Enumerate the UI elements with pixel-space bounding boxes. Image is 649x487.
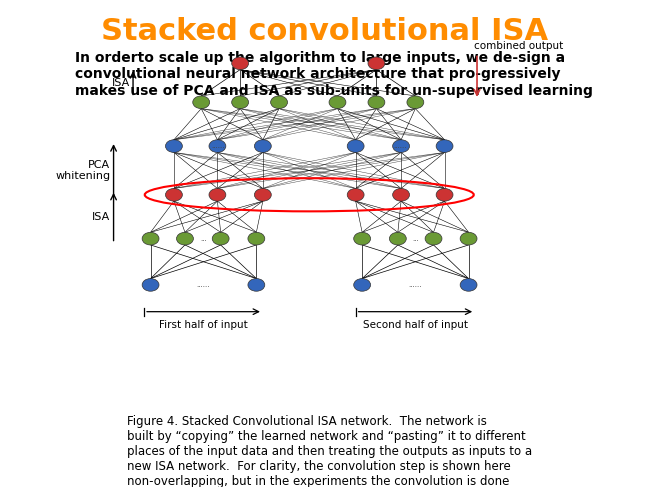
Circle shape <box>165 140 182 152</box>
Circle shape <box>460 279 477 291</box>
Circle shape <box>165 188 182 201</box>
Circle shape <box>254 188 271 201</box>
Circle shape <box>193 96 210 109</box>
Circle shape <box>436 140 453 152</box>
Circle shape <box>209 188 226 201</box>
Text: First half of input: First half of input <box>159 320 248 331</box>
Circle shape <box>354 232 371 245</box>
Circle shape <box>354 279 371 291</box>
Text: ...: ... <box>200 236 207 242</box>
Text: ISA: ISA <box>92 212 110 222</box>
Circle shape <box>232 96 249 109</box>
Circle shape <box>347 140 364 152</box>
Circle shape <box>142 279 159 291</box>
Circle shape <box>436 188 453 201</box>
Text: Figure 4. Stacked Convolutional ISA network.  The network is
built by “copying” : Figure 4. Stacked Convolutional ISA netw… <box>127 415 532 487</box>
Circle shape <box>393 140 410 152</box>
Text: PCA
whitening: PCA whitening <box>55 160 110 181</box>
Circle shape <box>368 57 385 70</box>
Text: combined output: combined output <box>474 41 563 51</box>
Circle shape <box>425 232 442 245</box>
Text: ......: ...... <box>197 282 210 288</box>
Text: ...: ... <box>412 236 419 242</box>
Circle shape <box>460 232 477 245</box>
Circle shape <box>407 96 424 109</box>
Circle shape <box>368 96 385 109</box>
Circle shape <box>177 232 193 245</box>
Text: In orderto scale up the algorithm to large inputs, we de-sign a
convolutional ne: In orderto scale up the algorithm to lar… <box>75 51 593 97</box>
Circle shape <box>248 232 265 245</box>
Circle shape <box>142 232 159 245</box>
Circle shape <box>329 96 346 109</box>
Circle shape <box>254 140 271 152</box>
Text: ......: ...... <box>393 143 407 149</box>
Circle shape <box>347 188 364 201</box>
Text: Second half of input: Second half of input <box>363 320 468 331</box>
Text: ......: ...... <box>212 143 225 149</box>
Circle shape <box>209 140 226 152</box>
Circle shape <box>248 279 265 291</box>
Circle shape <box>389 232 406 245</box>
Circle shape <box>271 96 288 109</box>
Text: Stacked convolutional ISA: Stacked convolutional ISA <box>101 17 548 46</box>
Text: ISA: ISA <box>112 78 130 88</box>
Text: ......: ...... <box>409 282 422 288</box>
Circle shape <box>393 188 410 201</box>
Circle shape <box>212 232 229 245</box>
Circle shape <box>232 57 249 70</box>
